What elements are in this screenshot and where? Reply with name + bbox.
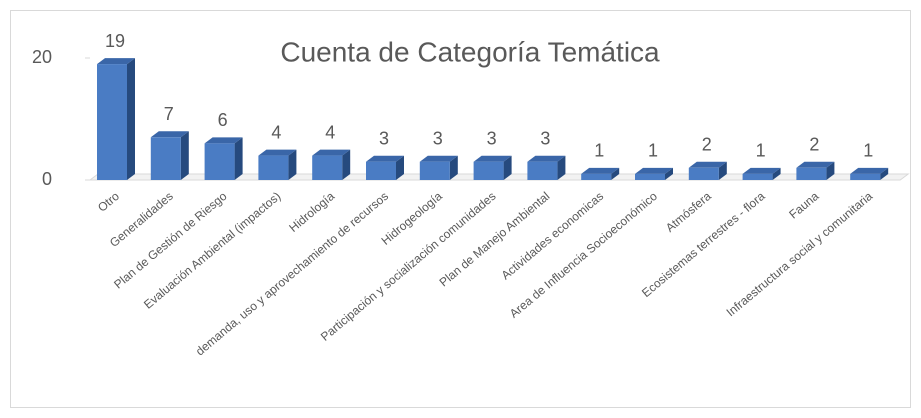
bar-side <box>718 161 727 180</box>
bar-top <box>419 155 458 162</box>
bar-side <box>665 167 673 180</box>
bar-side <box>449 155 458 180</box>
bar-side <box>880 167 889 180</box>
bar-top <box>527 155 566 162</box>
bar-top <box>742 167 781 174</box>
chart-title: Cuenta de Categoría Temática <box>280 36 660 67</box>
bar-top <box>150 131 189 138</box>
bar <box>97 64 127 180</box>
bar-side <box>342 149 351 180</box>
bar-side <box>127 58 135 180</box>
bar <box>527 161 558 180</box>
bar-top <box>850 167 889 174</box>
y-tick-label: 20 <box>32 47 52 67</box>
bar-side <box>396 155 404 180</box>
bar-side <box>180 131 189 180</box>
data-label: 3 <box>433 128 443 148</box>
data-label: 7 <box>164 104 174 124</box>
bar <box>581 173 612 180</box>
data-label: 1 <box>594 141 604 161</box>
bar-side <box>557 155 566 180</box>
bar <box>796 167 827 180</box>
bar-side <box>772 167 781 180</box>
bar-side <box>826 161 835 180</box>
bar-side <box>234 137 243 180</box>
bar <box>635 173 665 180</box>
chart-border <box>10 10 911 408</box>
bar-side <box>503 155 512 180</box>
data-label: 1 <box>648 141 658 161</box>
bar <box>258 155 289 180</box>
data-label: 1 <box>863 141 873 161</box>
bar <box>312 155 343 180</box>
bar-top <box>635 167 673 174</box>
bar-top <box>97 58 135 65</box>
bar-top <box>581 167 620 174</box>
bar <box>742 173 773 180</box>
bar <box>473 161 504 180</box>
bar-top <box>473 155 512 162</box>
bar-top <box>258 149 297 156</box>
data-label: 3 <box>487 128 497 148</box>
bar-top <box>312 149 351 156</box>
data-label: 4 <box>325 122 335 142</box>
bar-top <box>688 161 727 168</box>
data-label: 6 <box>218 110 228 130</box>
data-label: 3 <box>379 128 389 148</box>
y-tick-label: 0 <box>42 169 52 189</box>
bar <box>366 161 396 180</box>
bar <box>850 173 881 180</box>
data-label: 2 <box>809 135 819 155</box>
bar <box>204 143 235 180</box>
bar-top <box>204 137 243 144</box>
bar <box>150 137 181 180</box>
bar-top <box>796 161 835 168</box>
data-label: 19 <box>105 31 125 51</box>
bar-side <box>611 167 620 180</box>
bar <box>419 161 450 180</box>
data-label: 1 <box>756 141 766 161</box>
bar <box>688 167 719 180</box>
data-label: 4 <box>271 122 281 142</box>
bar-top <box>366 155 404 162</box>
bar-side <box>288 149 297 180</box>
data-label: 3 <box>540 128 550 148</box>
data-label: 2 <box>702 135 712 155</box>
